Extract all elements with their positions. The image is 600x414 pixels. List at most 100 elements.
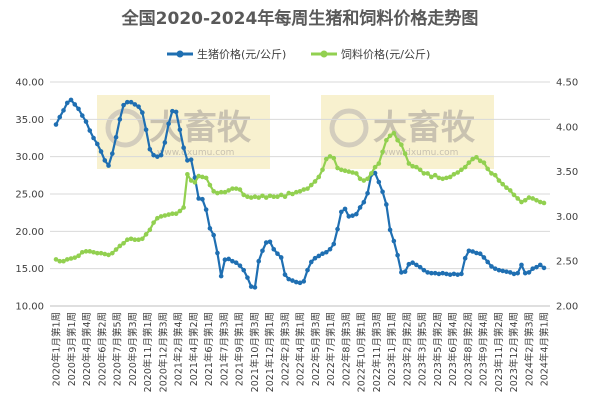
data-point bbox=[278, 192, 284, 198]
data-point bbox=[429, 174, 434, 180]
x-tick-label: 2021年2月第4周 bbox=[173, 312, 185, 386]
data-point bbox=[173, 211, 179, 217]
data-point bbox=[466, 160, 472, 165]
data-point bbox=[305, 267, 310, 273]
y-left-tick-label: 30.00 bbox=[15, 152, 44, 163]
data-point bbox=[106, 252, 111, 258]
data-point bbox=[245, 275, 250, 280]
data-point bbox=[196, 196, 201, 201]
data-point bbox=[155, 215, 160, 221]
data-point bbox=[72, 102, 78, 107]
data-point bbox=[106, 163, 111, 168]
data-point bbox=[282, 272, 288, 277]
series-hog-price bbox=[53, 97, 547, 290]
data-point bbox=[151, 220, 156, 225]
data-point bbox=[94, 250, 100, 256]
data-point bbox=[297, 189, 303, 194]
data-point bbox=[200, 196, 205, 202]
data-point bbox=[241, 192, 246, 198]
x-tick-label: 2021年7月第3周 bbox=[218, 312, 230, 386]
data-point bbox=[72, 255, 78, 260]
data-point bbox=[477, 251, 483, 257]
data-point bbox=[181, 205, 186, 210]
data-point bbox=[53, 122, 59, 127]
data-point bbox=[384, 137, 389, 143]
data-point bbox=[132, 102, 138, 107]
data-point bbox=[522, 270, 528, 276]
data-point bbox=[117, 243, 123, 249]
data-point bbox=[256, 195, 262, 200]
data-point bbox=[534, 264, 539, 270]
data-point bbox=[181, 145, 186, 151]
data-point bbox=[293, 189, 299, 195]
data-point bbox=[410, 163, 415, 169]
data-point bbox=[361, 178, 367, 183]
y-left-tick-label: 20.00 bbox=[15, 227, 44, 238]
x-tick-label: 2023年1月第1周 bbox=[386, 312, 398, 386]
data-point bbox=[301, 279, 307, 284]
legend-item-hog-price: 生猪价格(元/公斤) bbox=[167, 47, 286, 61]
data-point bbox=[64, 257, 70, 262]
data-point bbox=[485, 259, 490, 265]
data-point bbox=[83, 249, 89, 254]
data-point bbox=[369, 171, 374, 176]
x-tick-label: 2023年12月第4周 bbox=[508, 312, 520, 392]
data-point bbox=[271, 194, 277, 199]
data-point bbox=[406, 161, 412, 166]
data-point bbox=[342, 206, 348, 212]
data-point bbox=[338, 209, 344, 215]
data-point bbox=[357, 205, 363, 210]
data-point bbox=[447, 174, 453, 180]
data-point bbox=[530, 266, 536, 271]
x-tick-label: 2020年1月第1周 bbox=[51, 312, 63, 386]
x-tick-label: 2022年10月第1周 bbox=[356, 312, 368, 392]
data-point bbox=[500, 268, 506, 274]
x-tick-label: 2024年2月第3周 bbox=[523, 312, 535, 386]
data-point bbox=[68, 256, 74, 261]
data-point bbox=[173, 109, 179, 115]
data-point bbox=[522, 197, 528, 203]
data-point bbox=[492, 172, 498, 178]
data-point bbox=[323, 156, 329, 162]
data-point bbox=[282, 194, 288, 199]
data-point bbox=[113, 247, 119, 252]
data-point bbox=[414, 164, 419, 170]
data-point bbox=[61, 108, 66, 113]
data-point bbox=[241, 267, 246, 273]
data-point bbox=[132, 237, 138, 242]
x-tick-label: 2020年6月第2周 bbox=[96, 312, 108, 386]
data-point bbox=[507, 270, 513, 275]
y-right-tick-label: 2.00 bbox=[556, 302, 578, 313]
data-point bbox=[492, 266, 498, 271]
data-point bbox=[162, 213, 168, 218]
data-point bbox=[421, 171, 427, 176]
data-point bbox=[519, 262, 524, 268]
data-point bbox=[323, 249, 329, 255]
data-point bbox=[136, 104, 141, 109]
x-tick-label: 2022年2月第3周 bbox=[279, 312, 291, 386]
data-point bbox=[350, 170, 355, 175]
data-point bbox=[218, 189, 224, 195]
data-point bbox=[215, 190, 220, 196]
data-point bbox=[455, 272, 460, 277]
data-point bbox=[76, 253, 81, 259]
data-point bbox=[102, 251, 108, 257]
data-point bbox=[477, 158, 483, 164]
data-point bbox=[275, 251, 280, 257]
data-point bbox=[455, 170, 460, 175]
data-point bbox=[222, 189, 228, 195]
data-point bbox=[207, 182, 213, 188]
data-point bbox=[151, 152, 156, 158]
data-point bbox=[260, 193, 265, 199]
data-point bbox=[447, 272, 453, 277]
data-point bbox=[170, 108, 175, 114]
data-point bbox=[331, 241, 337, 247]
data-point bbox=[526, 270, 532, 275]
data-point bbox=[301, 187, 307, 192]
data-point bbox=[335, 165, 340, 171]
data-point bbox=[177, 127, 183, 133]
data-point bbox=[267, 239, 273, 245]
data-point bbox=[387, 227, 393, 233]
data-point bbox=[68, 97, 74, 103]
